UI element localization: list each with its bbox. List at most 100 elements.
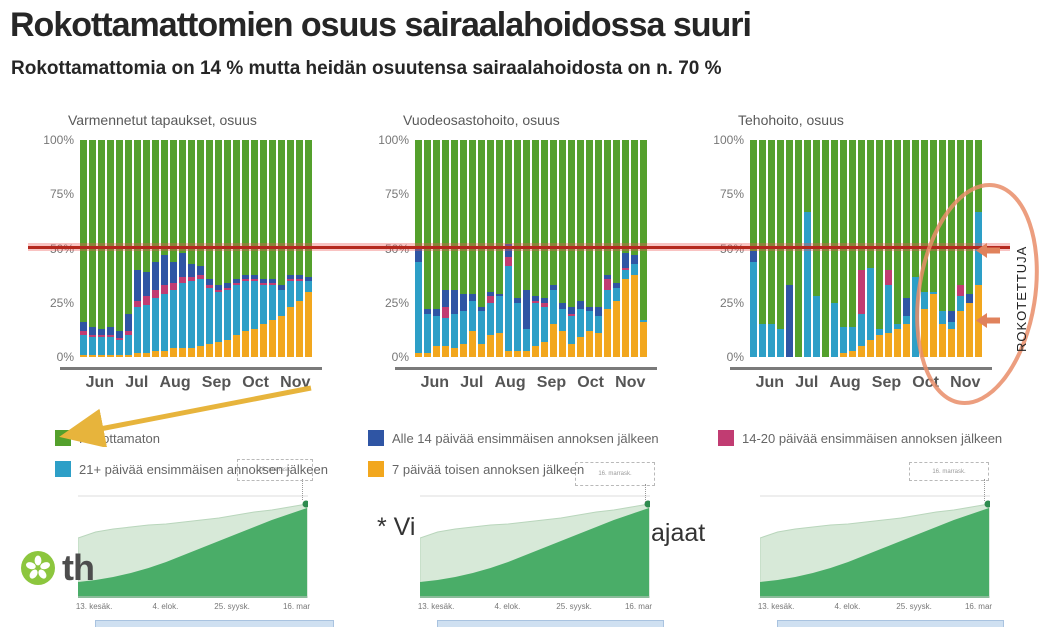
stacked-bar bbox=[957, 140, 964, 357]
stacked-bar bbox=[532, 140, 539, 357]
stacked-bar bbox=[296, 140, 303, 357]
bar-segment-blue bbox=[242, 274, 249, 279]
tooltip-connector bbox=[984, 479, 985, 501]
bar-segment-orange bbox=[487, 335, 494, 357]
bar-segment-blue bbox=[469, 294, 476, 301]
bar-segment-orange bbox=[442, 346, 449, 357]
bar-segment-green bbox=[804, 140, 811, 212]
bar-segment-blue bbox=[269, 278, 276, 284]
bar-segment-blue bbox=[188, 263, 195, 277]
stacked-bar bbox=[242, 140, 249, 357]
bar-segment-green bbox=[532, 140, 539, 297]
bar-segment-orange bbox=[460, 343, 467, 357]
y-axis: 100%75%50%25%0% bbox=[30, 132, 74, 365]
bar-segment-orange bbox=[215, 341, 222, 357]
bar-segment-magenta bbox=[161, 285, 168, 295]
legend-swatch-orange bbox=[368, 461, 384, 477]
bar-segment-blue bbox=[903, 298, 910, 316]
stacked-bar bbox=[595, 140, 602, 357]
bar-segment-orange bbox=[867, 339, 874, 357]
chart-title: Tehohoito, osuus bbox=[738, 112, 844, 128]
bar-segment-teal bbox=[849, 326, 856, 351]
bar-segment-green bbox=[568, 140, 575, 308]
mini-x-tick-label: 16. mar bbox=[624, 602, 653, 611]
bar-segment-orange bbox=[840, 352, 847, 357]
y-tick-label: 100% bbox=[378, 133, 409, 147]
bar-segment-orange bbox=[89, 354, 96, 357]
y-tick-label: 75% bbox=[719, 187, 744, 202]
bar-segment-blue bbox=[451, 289, 458, 314]
bar-segment-magenta bbox=[260, 283, 267, 286]
mini-x-tick-label: 4. elok. bbox=[152, 602, 179, 611]
mini-tooltip-text: 16. marrask. bbox=[258, 467, 292, 473]
stacked-bar bbox=[840, 140, 847, 357]
bar-segment-magenta bbox=[858, 270, 865, 314]
tooltip-connector bbox=[302, 479, 303, 500]
stacked-bar bbox=[134, 140, 141, 357]
bar-chart-tehohoito: Tehohoito, osuus 100%75%50%25%0% JunJulA… bbox=[700, 108, 1000, 408]
bar-segment-orange bbox=[505, 350, 512, 357]
mini-tooltip-text: 16. marrask. bbox=[598, 471, 632, 477]
bar-segment-teal bbox=[759, 324, 766, 357]
bar-segment-green bbox=[885, 140, 892, 271]
bar-segment-orange bbox=[550, 324, 557, 357]
thl-logo: th bbox=[20, 550, 95, 586]
bar-segment-teal bbox=[424, 313, 431, 353]
bar-segment-teal bbox=[215, 291, 222, 342]
stacked-bar bbox=[885, 140, 892, 357]
bar-segment-blue bbox=[251, 274, 258, 279]
bar-segment-blue bbox=[442, 289, 449, 308]
month-label: Sep bbox=[201, 374, 232, 391]
bar-segment-magenta bbox=[541, 302, 548, 308]
stacked-bar bbox=[424, 140, 431, 357]
bar-segment-blue bbox=[80, 322, 87, 331]
bar-segment-teal bbox=[622, 270, 629, 279]
bar-segment-teal bbox=[206, 287, 213, 344]
bar-segment-blue bbox=[586, 307, 593, 312]
bar-segment-green bbox=[831, 140, 838, 303]
bar-segment-green bbox=[170, 140, 177, 262]
bar-segment-green bbox=[750, 140, 757, 251]
stacked-bar bbox=[559, 140, 566, 357]
yellow-arrow-icon bbox=[59, 385, 312, 447]
mini-area-chart-3: 13. kesäk. 4. elok. 25. syysk. 16. mar bbox=[758, 488, 992, 618]
bar-segment-magenta bbox=[89, 335, 96, 338]
bar-segment-orange bbox=[541, 341, 548, 357]
mini-navigator-strip bbox=[95, 620, 334, 627]
bar-segment-magenta bbox=[80, 331, 87, 336]
bar-segment-teal bbox=[505, 265, 512, 351]
month-label: Aug bbox=[159, 374, 191, 391]
bar-segment-orange bbox=[143, 352, 150, 357]
bar-segment-orange bbox=[903, 324, 910, 357]
bar-segment-green bbox=[523, 140, 530, 290]
bar-segment-green bbox=[505, 140, 512, 245]
mini-x-tick-label: 4. elok. bbox=[494, 602, 521, 611]
month-label: Jun bbox=[85, 374, 115, 391]
bar-segment-teal bbox=[640, 320, 647, 323]
bar-segment-teal bbox=[116, 339, 123, 355]
bar-segment-teal bbox=[170, 289, 177, 349]
bar-segment-blue bbox=[287, 274, 294, 279]
bar-segment-green bbox=[152, 140, 159, 262]
bar-segment-teal bbox=[903, 315, 910, 325]
stacked-bar bbox=[224, 140, 231, 357]
bar-segment-green bbox=[305, 140, 312, 277]
bar-segment-blue bbox=[750, 250, 757, 262]
bar-segment-green bbox=[134, 140, 141, 271]
bar-segment-green bbox=[595, 140, 602, 308]
bar-segment-teal bbox=[296, 281, 303, 301]
bar-segment-green bbox=[903, 140, 910, 299]
bar-segment-teal bbox=[251, 281, 258, 329]
bar-segment-magenta bbox=[98, 335, 105, 338]
stacked-bar bbox=[568, 140, 575, 357]
bar-segment-blue bbox=[487, 291, 494, 297]
bar-segment-orange bbox=[433, 346, 440, 357]
bar-segment-blue bbox=[559, 302, 566, 310]
bar-segment-orange bbox=[197, 346, 204, 357]
bar-segment-teal bbox=[631, 263, 638, 275]
bar-segment-blue bbox=[433, 309, 440, 316]
bar-segment-green bbox=[487, 140, 494, 292]
bar-segment-magenta bbox=[206, 285, 213, 288]
bar-segment-teal bbox=[613, 287, 620, 301]
legend-label: Alle 14 päivää ensimmäisen annoksen jälk… bbox=[392, 430, 659, 446]
